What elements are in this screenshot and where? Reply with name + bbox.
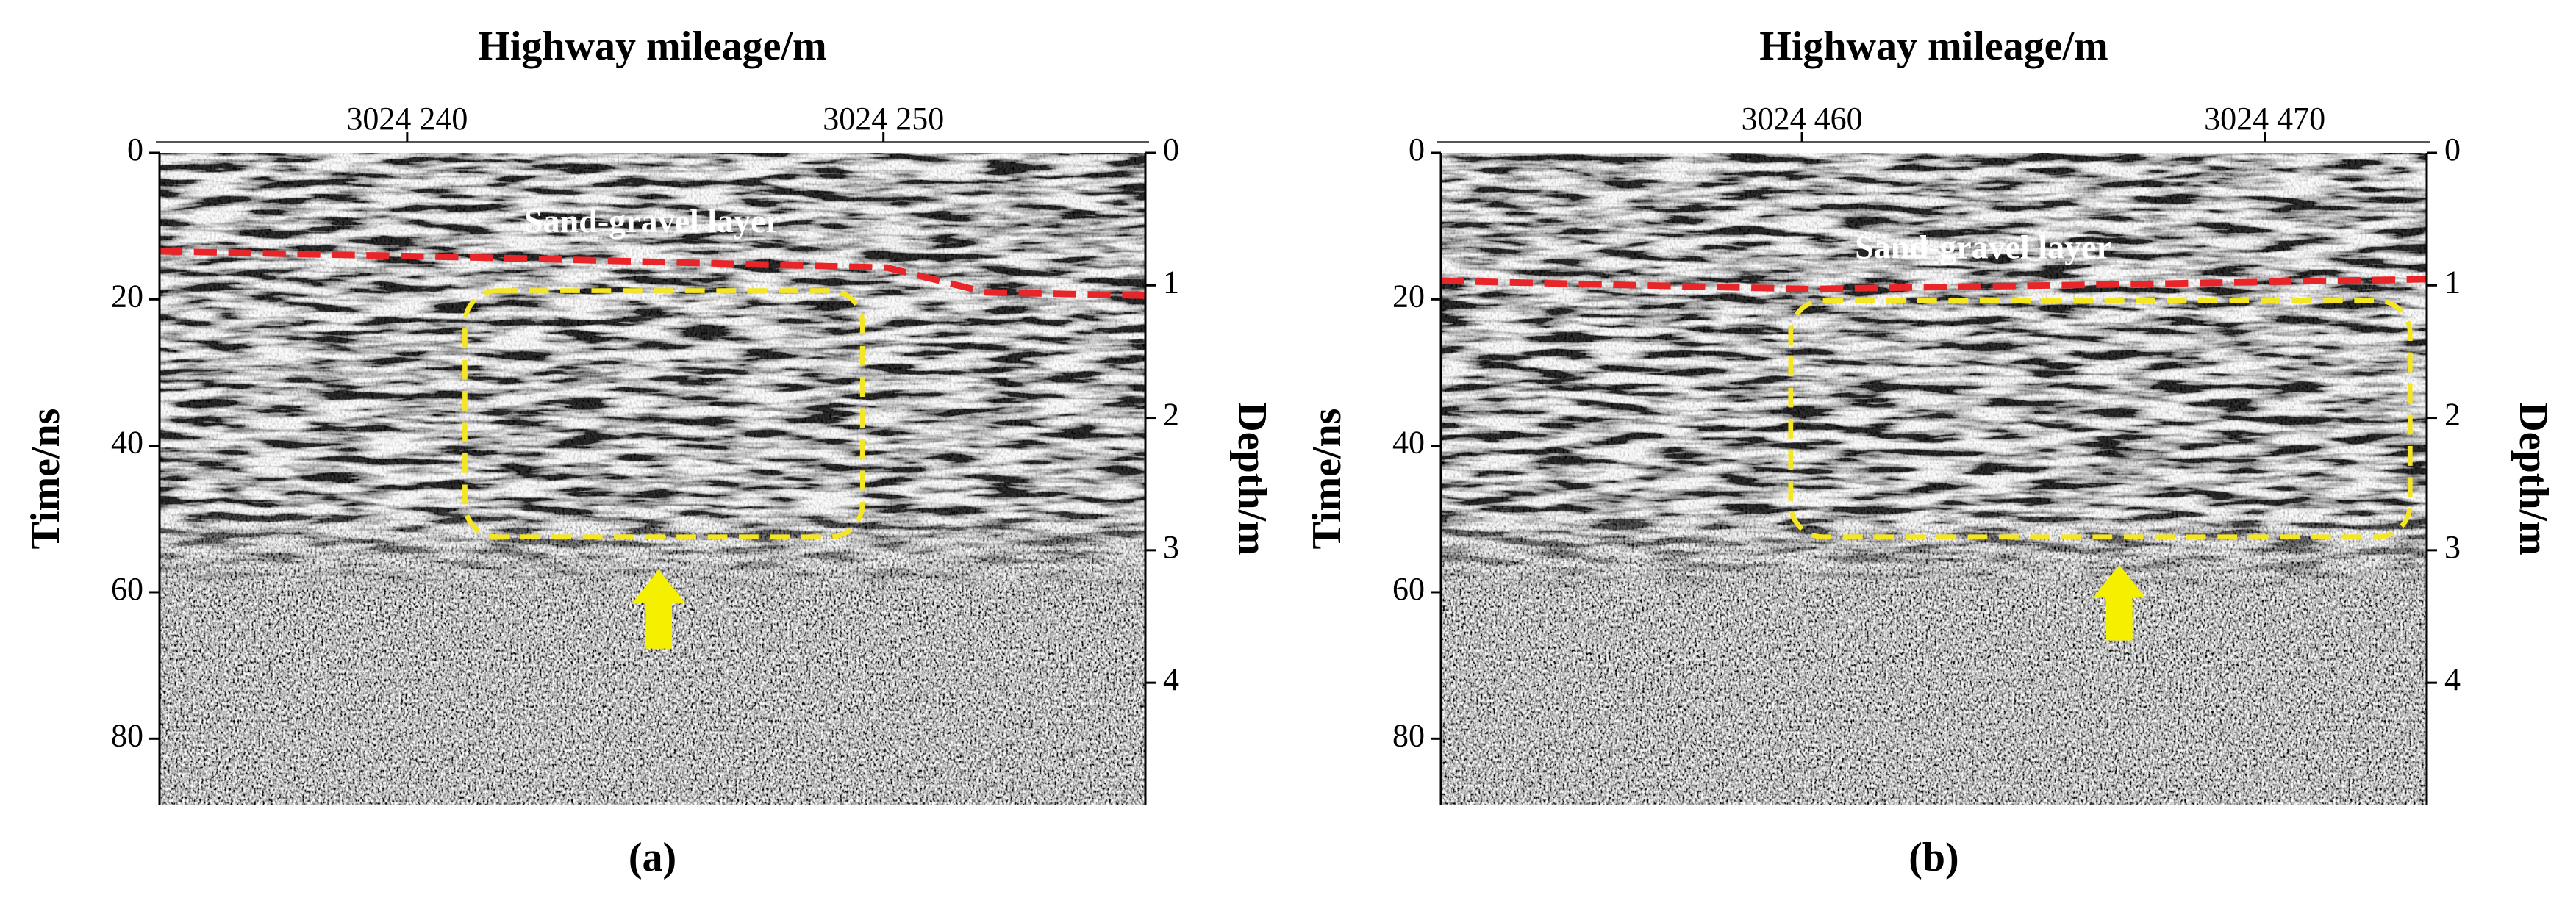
panel-label: (b) <box>1908 835 1958 880</box>
y-tick-label: 40 <box>111 425 143 461</box>
x-tick-label: 3024 470 <box>2204 101 2325 137</box>
y2-tick-label: 3 <box>2444 529 2461 565</box>
y-tick-label: 80 <box>1392 717 1425 753</box>
y2-tick-label: 4 <box>1163 661 1179 697</box>
anomaly-box <box>1788 298 2413 540</box>
y-axis-label: Time/ns <box>1304 409 1350 550</box>
overlays <box>159 248 2427 649</box>
x-tick-label: 3024 460 <box>1742 101 1863 137</box>
x-tick-label: 3024 240 <box>346 101 468 137</box>
y-tick-label: 80 <box>111 717 143 753</box>
y-tick-label: 20 <box>1392 278 1425 314</box>
y-tick-label: 60 <box>111 571 143 607</box>
radar-reflections <box>1441 153 2427 597</box>
y2-tick-label: 1 <box>2444 264 2461 300</box>
y-tick-label: 0 <box>1409 132 1425 168</box>
y2-tick-label: 0 <box>1163 132 1179 168</box>
radar-reflections <box>160 153 1145 597</box>
y2-tick-label: 2 <box>2444 397 2461 433</box>
y2-tick-label: 2 <box>1163 397 1179 433</box>
arrow <box>632 569 685 649</box>
y-tick-label: 20 <box>111 278 143 314</box>
arrow <box>2093 564 2146 641</box>
x-tick-label: 3024 250 <box>823 101 944 137</box>
anomaly-box <box>462 288 865 540</box>
y2-tick-label: 3 <box>1163 529 1179 565</box>
y-axis-label: Time/ns <box>23 409 68 550</box>
annotation: Sand-gravel layer <box>1855 229 2111 266</box>
layer-boundary <box>1440 276 2427 292</box>
x-axis-label: Highway mileage/m <box>1759 24 2108 69</box>
y-tick-label: 40 <box>1392 425 1425 461</box>
y2-tick-label: 1 <box>1163 264 1179 300</box>
x-axis-label: Highway mileage/m <box>478 24 826 69</box>
y-tick-label: 60 <box>1392 571 1425 607</box>
annotation: Sand-gravel layer <box>524 202 781 240</box>
y2-tick-label: 0 <box>2444 132 2461 168</box>
y2-axis-label: Depth/m <box>1229 402 1275 555</box>
y2-axis-label: Depth/m <box>2511 402 2556 555</box>
y-tick-label: 0 <box>127 132 143 168</box>
layer-boundary <box>159 248 1145 299</box>
panel-label: (a) <box>629 835 676 880</box>
y2-tick-label: 4 <box>2444 661 2461 697</box>
